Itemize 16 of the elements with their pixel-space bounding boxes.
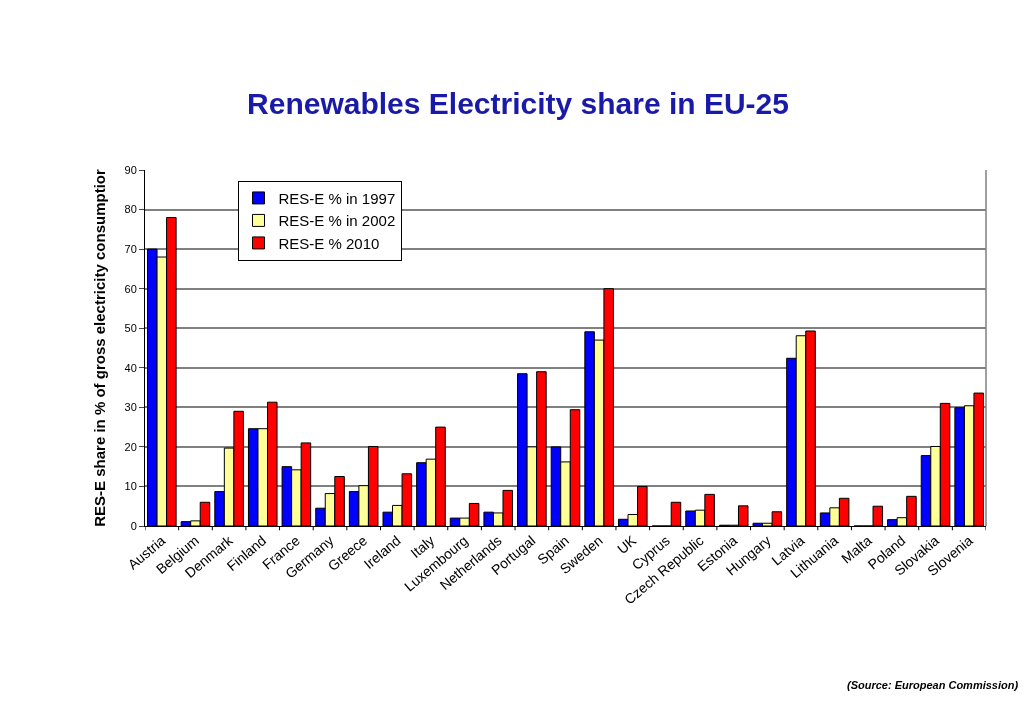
y-tick-label: 90 xyxy=(124,163,137,176)
chart-title: Renewables Electricity share in EU-25 xyxy=(247,87,789,121)
y-tick-label: 50 xyxy=(124,322,137,335)
y-tick-label: 30 xyxy=(124,401,137,414)
y-tick-label: 60 xyxy=(124,282,137,295)
y-tick-label: 40 xyxy=(124,361,137,374)
y-tick-label: 0 xyxy=(130,519,137,532)
y-axis-title: RES-E share in % of gross electricity consumptior xyxy=(90,169,108,527)
legend-label: RES-E % 2010 xyxy=(278,234,380,252)
legend-label: RES-E % in 2002 xyxy=(278,212,396,230)
legend-label: RES-E % in 1997 xyxy=(278,189,396,207)
y-tick-label: 80 xyxy=(124,203,137,216)
y-tick-label: 20 xyxy=(124,440,137,453)
y-tick-label: 70 xyxy=(124,242,137,255)
text: (Source: European Commission) xyxy=(847,679,1019,691)
y-tick-label: 10 xyxy=(124,480,137,493)
